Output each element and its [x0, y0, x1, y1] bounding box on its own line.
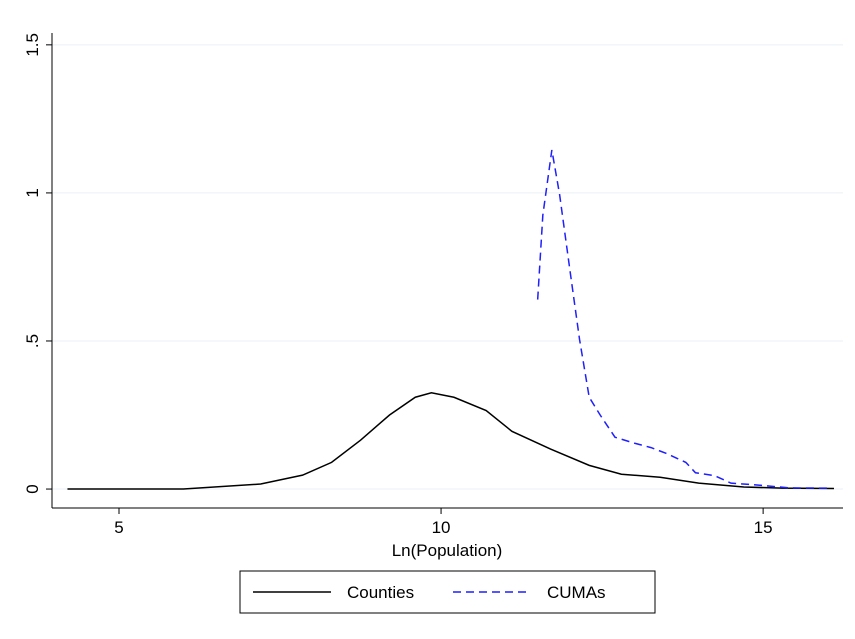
y-tick-label: 1.5: [23, 33, 42, 57]
legend-label: Counties: [347, 583, 414, 602]
series-line: [536, 149, 828, 489]
legend-label: CUMAs: [547, 583, 606, 602]
x-tick-label: 10: [432, 518, 451, 537]
y-tick-label: 0: [23, 484, 42, 493]
y-tick-label: 1: [23, 188, 42, 197]
series-line: [67, 392, 834, 490]
x-tick-label: 15: [754, 518, 773, 537]
x-axis-label: Ln(Population): [392, 541, 503, 560]
legend-box: [239, 570, 656, 614]
y-tick-label: .5: [23, 334, 42, 348]
x-tick-label: 5: [114, 518, 123, 537]
